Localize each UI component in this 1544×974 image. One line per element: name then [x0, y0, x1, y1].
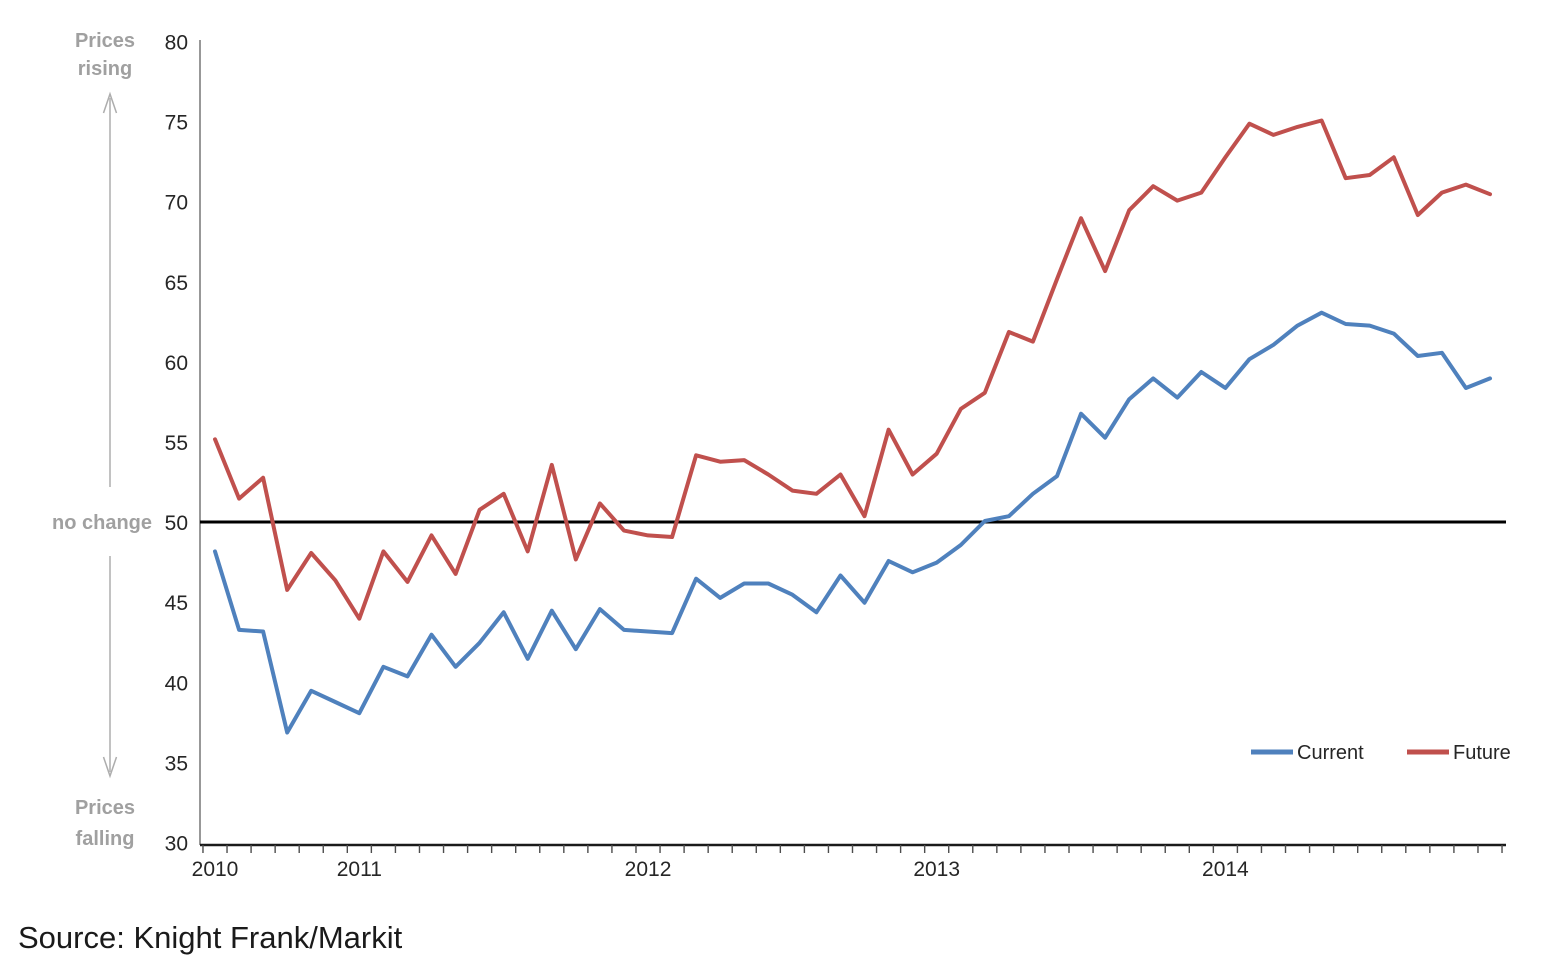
y-axis-tick-label: 80 — [165, 32, 188, 55]
y-axis-tick-label: 65 — [165, 272, 188, 295]
no-change-label: no change — [52, 512, 152, 534]
x-axis-year-label: 2010 — [192, 858, 239, 881]
y-axis-tick-label: 60 — [165, 352, 188, 375]
legend-current-label: Current — [1297, 742, 1364, 764]
x-axis-year-label: 2014 — [1202, 858, 1249, 881]
sentiment-index-chart: Prices rising no change Prices falling 8… — [52, 30, 1511, 881]
y-axis-tick-label: 70 — [165, 192, 188, 215]
down-arrow-icon — [102, 756, 118, 779]
current-series-line — [213, 310, 1492, 735]
y-axis-tick-label: 40 — [165, 672, 188, 695]
y-axis-tick-label: 75 — [165, 112, 188, 135]
y-axis-tick-label: 45 — [165, 592, 188, 615]
y-axis-tick-label: 35 — [165, 752, 188, 775]
x-axis-year-label: 2012 — [625, 858, 672, 881]
future-series-line — [213, 118, 1492, 621]
prices-falling-label-line2: falling — [76, 828, 135, 850]
x-axis-year-label: 2013 — [913, 858, 960, 881]
prices-falling-label: Prices — [75, 797, 135, 819]
up-arrow-icon — [102, 91, 118, 114]
source-text: Source: Knight Frank/Markit — [18, 920, 403, 955]
y-axis-tick-label: 55 — [165, 432, 188, 455]
y-axis-tick-label: 30 — [165, 833, 188, 856]
prices-rising-label: Prices — [75, 30, 135, 52]
x-axis-year-label: 2011 — [337, 858, 382, 881]
legend-future-label: Future — [1453, 742, 1511, 764]
y-axis-tick-label: 50 — [165, 512, 188, 535]
legend: Current Future — [1251, 742, 1511, 764]
prices-rising-label-line2: rising — [78, 58, 132, 80]
